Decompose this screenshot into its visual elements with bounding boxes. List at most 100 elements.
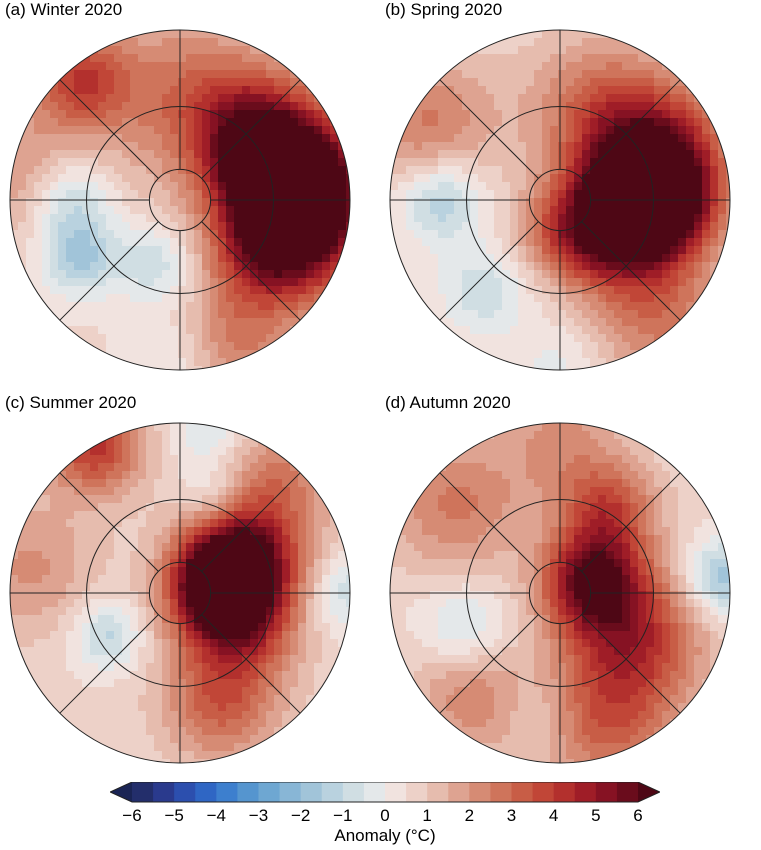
anomaly-cell: [210, 158, 219, 167]
anomaly-cell: [178, 487, 187, 496]
anomaly-cell: [638, 70, 647, 79]
anomaly-cell: [146, 318, 155, 327]
anomaly-cell: [438, 342, 447, 351]
anomaly-cell: [266, 511, 275, 520]
anomaly-cell: [122, 166, 131, 175]
anomaly-cell: [186, 246, 195, 255]
anomaly-cell: [122, 519, 131, 528]
anomaly-cell: [58, 447, 67, 456]
anomaly-cell: [502, 46, 511, 55]
anomaly-cell: [154, 38, 163, 47]
anomaly-cell: [74, 535, 83, 544]
anomaly-cell: [90, 431, 99, 440]
anomaly-cell: [322, 583, 331, 592]
anomaly-cell: [702, 318, 711, 327]
anomaly-cell: [266, 214, 275, 223]
anomaly-cell: [218, 503, 227, 512]
anomaly-cell: [42, 102, 51, 111]
anomaly-cell: [98, 479, 107, 488]
anomaly-cell: [398, 254, 407, 263]
anomaly-cell: [186, 366, 195, 370]
anomaly-cell: [398, 230, 407, 239]
anomaly-cell: [130, 615, 139, 624]
anomaly-cell: [590, 86, 599, 95]
anomaly-cell: [638, 358, 647, 367]
anomaly-cell: [322, 471, 331, 480]
anomaly-cell: [250, 166, 259, 175]
anomaly-cell: [10, 471, 19, 480]
anomaly-cell: [678, 246, 687, 255]
anomaly-cell: [226, 471, 235, 480]
anomaly-cell: [90, 134, 99, 143]
anomaly-cell: [266, 278, 275, 287]
anomaly-cell: [550, 302, 559, 311]
anomaly-cell: [226, 70, 235, 79]
anomaly-cell: [390, 358, 399, 367]
anomaly-cell: [330, 286, 339, 295]
anomaly-cell: [138, 607, 147, 616]
anomaly-cell: [170, 519, 179, 528]
anomaly-cell: [726, 38, 730, 47]
anomaly-cell: [718, 214, 727, 223]
anomaly-cell: [130, 503, 139, 512]
anomaly-cell: [82, 334, 91, 343]
anomaly-cell: [114, 559, 123, 568]
anomaly-cell: [298, 94, 307, 103]
anomaly-cell: [58, 182, 67, 191]
anomaly-cell: [702, 158, 711, 167]
anomaly-cell: [146, 142, 155, 151]
anomaly-cell: [590, 30, 599, 39]
anomaly-cell: [510, 286, 519, 295]
anomaly-cell: [218, 206, 227, 215]
anomaly-cell: [274, 62, 283, 71]
anomaly-cell: [710, 38, 719, 47]
anomaly-cell: [462, 222, 471, 231]
anomaly-cell: [566, 142, 575, 151]
anomaly-cell: [330, 366, 339, 370]
anomaly-cell: [242, 575, 251, 584]
anomaly-cell: [534, 294, 543, 303]
anomaly-cell: [106, 567, 115, 576]
anomaly-cell: [98, 222, 107, 231]
anomaly-cell: [670, 190, 679, 199]
anomaly-cell: [330, 567, 339, 576]
anomaly-cell: [306, 599, 315, 608]
anomaly-cell: [314, 519, 323, 528]
anomaly-cell: [186, 519, 195, 528]
anomaly-cell: [314, 455, 323, 464]
anomaly-cell: [638, 102, 647, 111]
anomaly-cell: [306, 46, 315, 55]
anomaly-cell: [338, 126, 347, 135]
anomaly-cell: [338, 262, 347, 271]
anomaly-cell: [398, 62, 407, 71]
anomaly-cell: [194, 431, 203, 440]
anomaly-cell: [242, 503, 251, 512]
anomaly-cell: [702, 190, 711, 199]
anomaly-cell: [390, 310, 399, 319]
anomaly-cell: [598, 198, 607, 207]
anomaly-cell: [710, 86, 719, 95]
anomaly-cell: [518, 254, 527, 263]
anomaly-cell: [82, 46, 91, 55]
anomaly-cell: [178, 30, 187, 39]
anomaly-cell: [178, 535, 187, 544]
anomaly-cell: [702, 126, 711, 135]
anomaly-cell: [478, 142, 487, 151]
anomaly-cell: [606, 62, 615, 71]
anomaly-cell: [290, 318, 299, 327]
anomaly-cell: [314, 30, 323, 39]
anomaly-cell: [430, 166, 439, 175]
anomaly-cell: [50, 350, 59, 359]
anomaly-cell: [470, 182, 479, 191]
anomaly-cell: [10, 599, 19, 608]
anomaly-cell: [114, 238, 123, 247]
anomaly-cell: [98, 543, 107, 552]
anomaly-cell: [146, 230, 155, 239]
anomaly-cell: [638, 230, 647, 239]
anomaly-cell: [42, 174, 51, 183]
anomaly-cell: [114, 639, 123, 648]
anomaly-cell: [34, 479, 43, 488]
anomaly-cell: [558, 230, 567, 239]
anomaly-cell: [242, 118, 251, 127]
anomaly-cell: [98, 262, 107, 271]
